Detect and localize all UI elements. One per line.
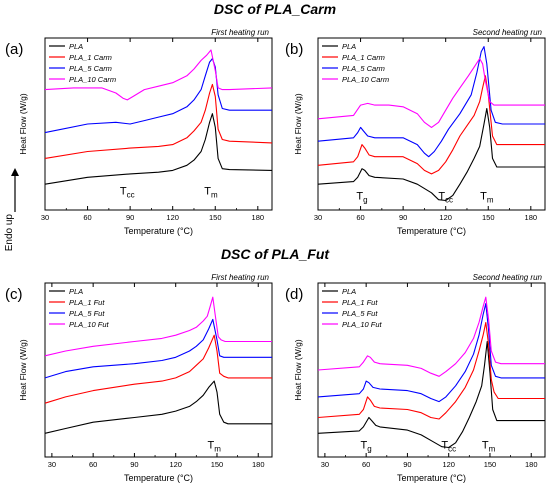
x-tick-label: 150 [209, 213, 222, 222]
x-axis-label: Temperature (°C) [124, 473, 193, 483]
annotation-label: Tm [480, 191, 494, 205]
legend-entry: PLA_5 Fut [69, 309, 105, 318]
legend-entry: PLA_5 Carm [342, 64, 385, 73]
legend-entry: PLA_1 Fut [342, 298, 378, 307]
legend-entry: PLA_10 Fut [342, 320, 383, 329]
y-axis-label: Heat Flow (W/g) [18, 339, 28, 401]
x-tick-label: 180 [525, 213, 538, 222]
x-tick-label: 90 [126, 213, 134, 222]
series-line [44, 83, 273, 159]
x-tick-label: 120 [439, 213, 452, 222]
series-line [317, 340, 545, 449]
x-tick-label: 30 [321, 460, 329, 469]
series-line [44, 58, 272, 134]
x-axis-label: Temperature (°C) [397, 473, 466, 483]
legend-entry: PLA_5 Carm [69, 64, 112, 73]
series-line [317, 58, 545, 128]
legend-entry: PLA [342, 42, 356, 51]
x-axis-label: Temperature (°C) [124, 226, 193, 236]
section-title-fut: DSC of PLA_Fut [221, 246, 330, 262]
x-tick-label: 180 [252, 213, 265, 222]
x-tick-label: 30 [48, 460, 56, 469]
x-axis-label: Temperature (°C) [397, 226, 466, 236]
plot-frame [44, 282, 273, 458]
x-tick-label: 60 [89, 460, 97, 469]
x-tick-label: 120 [166, 213, 179, 222]
x-tick-label: 90 [399, 213, 407, 222]
panel-2: (c) First heating run 30 60 90 120 150 180 Tempe… [5, 273, 273, 483]
annotation-label: Tm [482, 439, 496, 453]
series-line [317, 303, 545, 403]
panel-letter: (b) [285, 41, 303, 58]
run-label: First heating run [211, 28, 269, 37]
x-tick-label: 60 [356, 213, 364, 222]
x-tick-label: 180 [252, 460, 265, 469]
annotation-label: Tg [361, 439, 372, 453]
annotation-label: Tg [356, 191, 367, 205]
x-tick-label: 180 [525, 460, 538, 469]
panel-letter: (a) [5, 41, 23, 58]
x-tick-label: 90 [403, 460, 411, 469]
series-line [317, 321, 545, 420]
endo-up-arrowhead-icon [11, 168, 19, 176]
legend-entry: PLA [69, 287, 83, 296]
panel-letter: (d) [285, 286, 303, 303]
x-tick-label: 30 [41, 213, 49, 222]
x-tick-label: 30 [314, 213, 322, 222]
x-tick-label: 120 [442, 460, 455, 469]
series-line [317, 107, 545, 202]
series-line [44, 380, 272, 434]
annotation-label: Tcc [438, 191, 453, 205]
x-tick-label: 90 [130, 460, 138, 469]
series-line [44, 318, 272, 379]
series-line [317, 296, 545, 377]
y-axis-label: Heat Flow (W/g) [293, 339, 303, 401]
series-line [44, 49, 273, 101]
legend-entry: PLA [69, 42, 83, 51]
x-tick-label: 150 [482, 213, 495, 222]
series-line [317, 46, 545, 158]
section-title-carm: DSC of PLA_Carm [214, 1, 336, 17]
annotation-label: Tm [208, 439, 222, 453]
legend-entry: PLA_10 Carm [342, 75, 389, 84]
x-tick-label: 150 [211, 460, 224, 469]
legend-entry: PLA_5 Fut [342, 309, 378, 318]
legend-entry: PLA [342, 287, 356, 296]
run-label: First heating run [211, 273, 269, 282]
annotation-label: Tcc [441, 439, 456, 453]
x-tick-label: 120 [169, 460, 182, 469]
legend-entry: PLA_1 Carm [342, 53, 385, 62]
legend-entry: PLA_10 Fut [69, 320, 110, 329]
y-axis-label: Heat Flow (W/g) [18, 93, 28, 155]
panel-3: (d) Second heating run 30 60 90 120 150 180 Temp… [285, 273, 546, 483]
panel-1: (b) Second heating run 30 60 90 120 150 180 Temp… [285, 28, 546, 236]
panel-letter: (c) [5, 286, 23, 303]
annotation-label: Tcc [120, 186, 135, 200]
x-tick-label: 60 [362, 460, 370, 469]
x-tick-label: 60 [83, 213, 91, 222]
panel-0: (a) First heating run 30 60 90 120 150 180 Tempe… [5, 28, 273, 236]
annotation-label: Tm [204, 186, 218, 200]
legend-entry: PLA_1 Carm [69, 53, 112, 62]
endo-up-indicator: Endo up [4, 168, 19, 251]
series-line [317, 75, 545, 175]
endo-up-label: Endo up [4, 214, 15, 252]
y-axis-label: Heat Flow (W/g) [293, 93, 303, 155]
series-line [44, 334, 272, 404]
run-label: Second heating run [473, 273, 543, 282]
plot-frame [44, 37, 273, 211]
series-line [44, 296, 272, 357]
legend-entry: PLA_1 Fut [69, 298, 105, 307]
x-tick-label: 150 [484, 460, 497, 469]
legend-entry: PLA_10 Carm [69, 75, 116, 84]
run-label: Second heating run [473, 28, 543, 37]
series-line [44, 113, 273, 185]
